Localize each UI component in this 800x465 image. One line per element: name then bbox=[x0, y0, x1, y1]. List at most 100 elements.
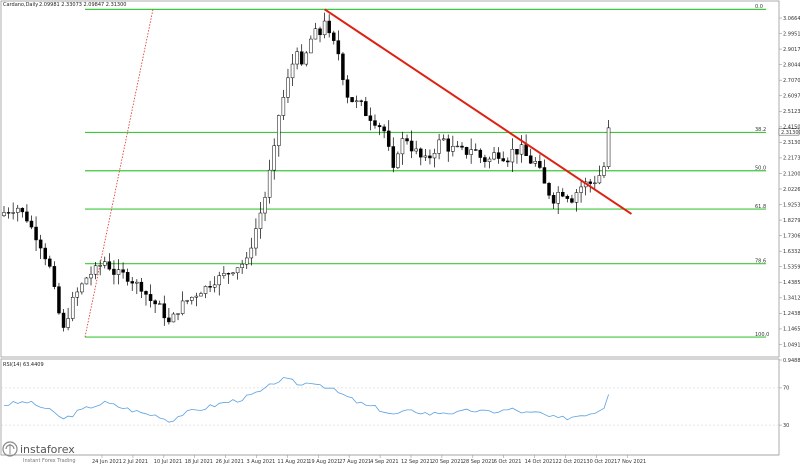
price-tick-label: 0.94880 bbox=[783, 358, 800, 364]
candle bbox=[432, 148, 437, 168]
candle bbox=[570, 194, 574, 204]
price-tick-label: 1.73060 bbox=[783, 233, 800, 239]
date-tick-label: 24 Jun 2021 bbox=[92, 459, 122, 465]
candle bbox=[409, 130, 414, 159]
fib-level-label: 61.8 bbox=[755, 204, 766, 210]
candle bbox=[528, 148, 533, 164]
candle bbox=[345, 75, 350, 104]
candle bbox=[203, 285, 208, 299]
candle bbox=[359, 99, 363, 107]
date-tick-label: 11 Aug 2021 bbox=[277, 459, 309, 465]
candle bbox=[217, 271, 222, 296]
candle bbox=[130, 276, 134, 291]
candle bbox=[70, 291, 75, 322]
candle bbox=[231, 272, 235, 276]
candle bbox=[199, 291, 203, 297]
candle bbox=[20, 207, 25, 218]
date-tick-label: 10 Jul 2021 bbox=[154, 459, 182, 465]
candle bbox=[212, 276, 217, 293]
candle bbox=[391, 137, 396, 173]
date-tick-label: 2 Jul 2021 bbox=[123, 459, 148, 465]
candle bbox=[52, 261, 57, 290]
candle bbox=[487, 156, 492, 169]
candle bbox=[235, 267, 240, 280]
fib-level-label: 50.0 bbox=[755, 166, 766, 172]
candle bbox=[336, 30, 341, 61]
candle bbox=[574, 189, 579, 212]
date-tick-label: 28 Sep 2021 bbox=[463, 459, 495, 465]
candle bbox=[103, 256, 107, 269]
candle bbox=[25, 204, 29, 223]
price-tick-label: 2.02265 bbox=[783, 187, 800, 193]
candle bbox=[240, 259, 244, 274]
price-tick-label: 2.12000 bbox=[783, 171, 800, 177]
candle bbox=[332, 30, 336, 45]
candle bbox=[455, 141, 460, 148]
candle bbox=[89, 266, 93, 286]
candle bbox=[313, 22, 318, 40]
candle bbox=[84, 276, 89, 285]
candle bbox=[194, 292, 199, 307]
price-tick-label: 1.63325 bbox=[783, 249, 800, 255]
candle bbox=[396, 151, 400, 170]
candle bbox=[492, 147, 496, 161]
candle bbox=[226, 272, 231, 284]
candle bbox=[496, 147, 501, 164]
candle bbox=[483, 154, 487, 168]
price-tick-label: 1.92530 bbox=[783, 202, 800, 208]
candle bbox=[116, 259, 121, 285]
candle bbox=[341, 52, 345, 86]
candlesticks bbox=[2, 12, 611, 332]
candle bbox=[34, 216, 38, 251]
logo-wordmark: instaforex bbox=[20, 443, 75, 456]
candle bbox=[190, 296, 194, 305]
date-tick-label: 4 Sep 2021 bbox=[370, 459, 399, 465]
fib-level-label: 78.6 bbox=[755, 259, 766, 265]
candle bbox=[222, 266, 226, 279]
candle bbox=[29, 215, 34, 230]
candle bbox=[423, 148, 428, 161]
candle bbox=[107, 253, 112, 271]
logo-tagline: Instant Forex Trading bbox=[23, 458, 76, 464]
candle bbox=[473, 143, 478, 151]
candle bbox=[428, 149, 432, 165]
candle bbox=[602, 161, 606, 179]
candle bbox=[185, 299, 189, 305]
candle bbox=[48, 255, 52, 269]
candle bbox=[377, 122, 382, 136]
candle bbox=[579, 181, 583, 203]
candle bbox=[547, 181, 551, 200]
candle bbox=[446, 134, 451, 162]
price-tick-label: 1.82795 bbox=[783, 218, 800, 224]
candle bbox=[80, 282, 84, 295]
candle bbox=[419, 147, 423, 166]
last-price-marker bbox=[778, 128, 800, 136]
date-tick-label: 18 Jul 2021 bbox=[185, 459, 213, 465]
candle bbox=[382, 124, 386, 139]
price-tick-label: 2.90175 bbox=[783, 47, 800, 53]
price-axis: 3.06640 2.99510 2.90175 2.80440 2.70705 2.609… bbox=[778, 16, 800, 364]
candle bbox=[267, 159, 272, 204]
fib-level-label: 100.0 bbox=[755, 332, 769, 338]
rsi-line bbox=[4, 377, 609, 423]
candle bbox=[304, 51, 309, 67]
candle bbox=[286, 68, 290, 104]
candle bbox=[368, 107, 373, 131]
candle bbox=[451, 135, 455, 157]
rsi-label: RSI(14) 63.4409 bbox=[3, 362, 44, 368]
date-tick-label: 7 Nov 2021 bbox=[617, 459, 646, 465]
price-panel-frame bbox=[0, 0, 780, 358]
trendline-layer bbox=[324, 8, 633, 215]
candle bbox=[277, 114, 281, 157]
candle bbox=[405, 134, 409, 145]
candle bbox=[2, 206, 6, 218]
candle bbox=[290, 53, 295, 87]
candle bbox=[593, 175, 597, 189]
price-tick-label: 3.06640 bbox=[783, 16, 800, 22]
candle bbox=[464, 146, 469, 159]
price-tick-label: 1.34120 bbox=[783, 296, 800, 302]
candle bbox=[561, 188, 565, 198]
date-tick-label: 6 Oct 2021 bbox=[494, 459, 522, 465]
